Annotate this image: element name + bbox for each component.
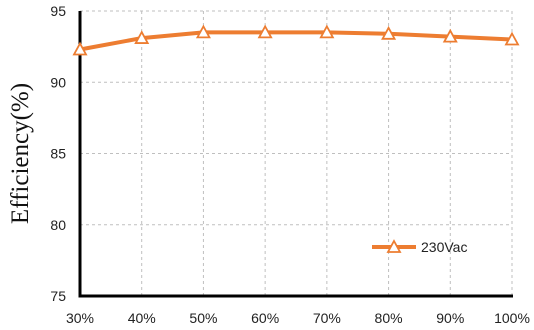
data-point-marker [72,41,88,56]
y-tick-label: 75 [50,288,66,304]
y-tick-label: 85 [50,146,66,162]
y-tick-label: 90 [50,74,66,90]
x-tick-label: 90% [436,310,464,326]
x-tick-labels: 30% 40% 50% 60% 70% 80% 90% 100% [66,310,530,326]
x-tick-label: 60% [251,310,279,326]
y-axis-label: Efficiency(%) [7,83,34,224]
legend-label: 230Vac [421,239,467,255]
series-line [78,30,514,52]
x-tick-label: 100% [494,310,530,326]
data-point-marker [381,25,397,40]
legend: 230Vac [372,239,467,255]
legend-marker [386,239,402,253]
series-230vac [72,24,520,56]
y-tick-label: 80 [50,217,66,233]
y-tick-labels: 75 80 85 90 95 [50,3,66,304]
data-point-marker [504,31,520,46]
data-point-marker [257,24,273,39]
grid [80,10,513,296]
axes [78,11,513,298]
data-point-marker [319,24,335,39]
x-tick-label: 30% [66,310,94,326]
x-tick-label: 50% [189,310,217,326]
x-tick-label: 40% [128,310,156,326]
data-point-marker [134,30,150,44]
x-tick-label: 80% [375,310,403,326]
data-point-marker [195,24,211,39]
y-tick-label: 95 [50,3,66,19]
x-tick-label: 70% [313,310,341,326]
data-point-marker [442,28,458,43]
